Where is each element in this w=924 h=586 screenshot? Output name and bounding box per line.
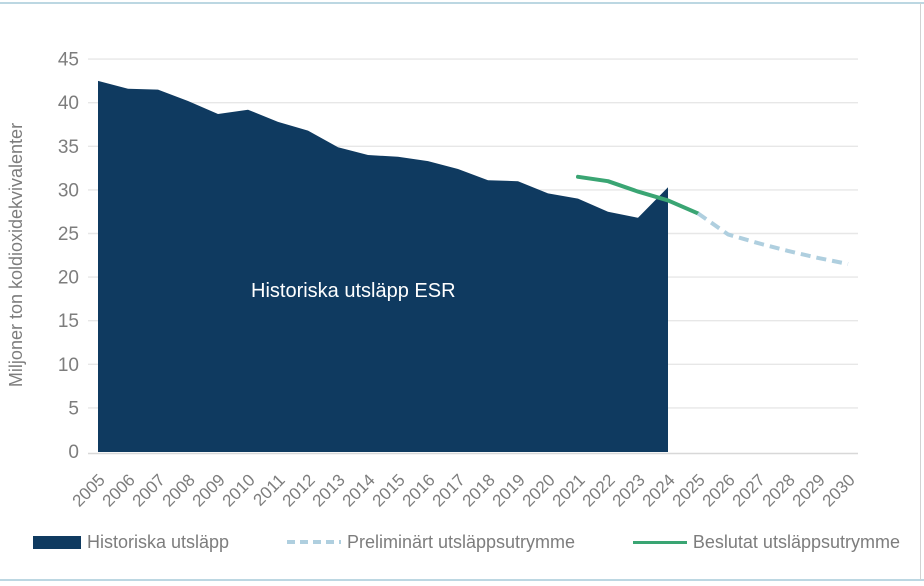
legend-label-decided: Beslutat utsläppsutrymme <box>692 531 900 552</box>
y-tick-label-45: 45 <box>58 50 79 71</box>
x-tick-label-2010: 2010 <box>219 470 259 510</box>
x-tick-label-2023: 2023 <box>609 470 649 510</box>
x-tick-label-2019: 2019 <box>489 470 529 510</box>
x-tick-label-2024: 2024 <box>639 470 679 510</box>
legend-item-decided: Beslutat utsläppsutrymme <box>632 531 900 553</box>
x-tick-label-2029: 2029 <box>789 470 829 510</box>
x-tick-label-2018: 2018 <box>459 470 499 510</box>
legend-item-preliminary: Preliminärt utsläppsutrymme <box>286 531 576 553</box>
x-tick-label-2030: 2030 <box>819 470 859 510</box>
area-annotation-label: Historiska utsläpp ESR <box>251 280 456 302</box>
x-tick-label-2020: 2020 <box>519 470 559 510</box>
historical-area-swatch <box>33 535 81 549</box>
x-tick-label-2007: 2007 <box>129 470 169 510</box>
x-tick-label-2021: 2021 <box>549 470 589 510</box>
y-tick-label-20: 20 <box>58 268 79 289</box>
preliminary-dashed-line-swatch <box>286 540 341 544</box>
x-tick-label-2027: 2027 <box>729 470 769 510</box>
y-tick-label-5: 5 <box>68 398 79 419</box>
x-tick-label-2005: 2005 <box>69 470 109 510</box>
x-tick-label-2011: 2011 <box>250 470 289 509</box>
y-tick-label-0: 0 <box>68 442 79 463</box>
chart-legend: Historiska utsläpp Preliminärt utsläppsu… <box>0 529 924 555</box>
y-tick-label-30: 30 <box>58 180 79 201</box>
x-tick-label-2014: 2014 <box>339 470 379 510</box>
x-tick-label-2009: 2009 <box>189 470 229 510</box>
x-tick-label-2013: 2013 <box>309 470 349 510</box>
legend-label-preliminary: Preliminärt utsläppsutrymme <box>346 531 576 552</box>
x-tick-label-2026: 2026 <box>699 470 739 510</box>
decided-solid-line-swatch <box>632 540 687 544</box>
y-tick-label-40: 40 <box>58 93 79 114</box>
y-tick-label-25: 25 <box>58 224 79 245</box>
emissions-chart: Historiska utsläpp ESR051015202530354045… <box>6 50 859 511</box>
decided-allowance-line <box>576 174 700 216</box>
x-tick-label-2012: 2012 <box>279 470 319 510</box>
x-tick-label-2022: 2022 <box>579 470 619 510</box>
y-tick-label-15: 15 <box>58 311 79 332</box>
x-tick-label-2025: 2025 <box>669 470 709 510</box>
y-axis-title: Miljoner ton koldioxidekvivalenter <box>6 123 26 387</box>
legend-label-historical: Historiska utsläpp <box>87 531 230 552</box>
x-tick-label-2016: 2016 <box>399 470 439 510</box>
top-border-line <box>0 2 924 4</box>
historical-emissions-area <box>98 80 668 453</box>
right-border-line <box>920 3 921 580</box>
y-tick-label-35: 35 <box>58 137 79 158</box>
preliminary-allowance-line <box>696 211 849 266</box>
legend-item-historical: Historiska utsläpp <box>33 532 229 553</box>
x-tick-label-2008: 2008 <box>159 470 199 510</box>
bottom-border-line <box>0 579 924 581</box>
y-tick-label-10: 10 <box>58 355 79 376</box>
x-tick-label-2028: 2028 <box>759 470 799 510</box>
x-tick-label-2017: 2017 <box>429 470 469 510</box>
x-tick-label-2015: 2015 <box>369 470 409 510</box>
x-tick-label-2006: 2006 <box>99 470 139 510</box>
